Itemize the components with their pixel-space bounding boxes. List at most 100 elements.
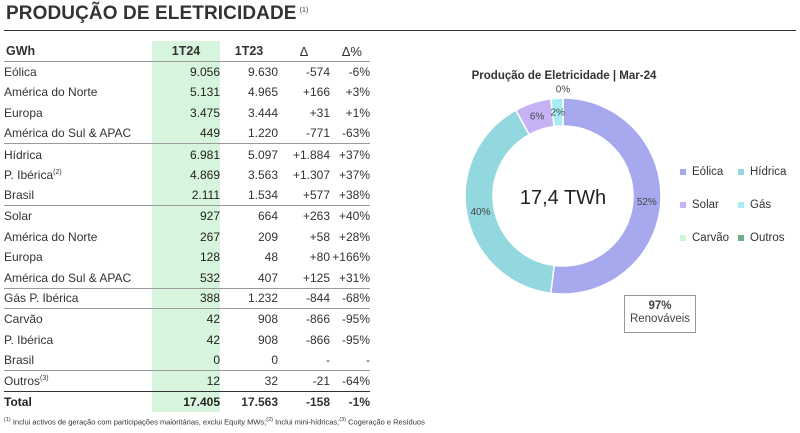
legend-item-hídrica: Hídrica xyxy=(738,166,786,178)
table-row: América do Norte 267 209 +58 +28% xyxy=(4,226,370,247)
cell-1t23: 48 xyxy=(264,250,278,265)
cell-delta: -771 xyxy=(305,126,330,141)
renewables-kpi-value: 97% xyxy=(648,300,672,312)
row-label-text: Eólica xyxy=(4,65,37,80)
row-label-text: P. Ibérica xyxy=(4,332,54,347)
cell-delta: +577 xyxy=(302,188,330,203)
donut-slices xyxy=(464,97,662,295)
row-label: Europa xyxy=(4,103,152,124)
row-label-text: América do Sul & APAC xyxy=(4,270,132,285)
total-1t24: 17.405 xyxy=(152,390,220,412)
title-divider xyxy=(4,30,796,31)
row-label-text: Europa xyxy=(4,106,43,121)
legend-label: Solar xyxy=(692,199,719,211)
cell-1t24: 267 xyxy=(152,226,220,247)
legend-swatch xyxy=(738,169,744,175)
cell-1t24: 6.981 xyxy=(152,143,220,165)
row-label-text: Carvão xyxy=(4,312,43,327)
cell-1t23: 32 xyxy=(220,370,278,392)
row-label-text: P. Ibérica xyxy=(4,167,54,182)
footnote-marker-1: (1) xyxy=(4,417,11,423)
cell-delta-pct: -68% xyxy=(330,287,370,309)
row-label: Hídrica xyxy=(4,143,152,165)
cell-delta: +80 xyxy=(309,250,330,265)
cell-1t24: 5.131 xyxy=(152,82,220,103)
row-label-text: Solar xyxy=(4,209,33,224)
cell-delta: -866 xyxy=(305,332,330,347)
cell-delta-pct: +40% xyxy=(330,205,370,227)
legend-item-outros: Outros xyxy=(738,232,785,244)
table-row: América do Norte 5.131 4.965 +166 +3% xyxy=(4,82,370,103)
header-delta-pct: Δ% xyxy=(341,43,362,59)
legend-label: Carvão xyxy=(692,232,730,244)
row-label: Brasil xyxy=(4,185,152,206)
slice-solar-label: 6% xyxy=(530,112,545,123)
row-label: América do Sul & APAC xyxy=(4,123,152,144)
cell-delta: +1.884 xyxy=(278,143,330,165)
legend-label: Gás xyxy=(750,199,772,211)
cell-1t24: 449 xyxy=(152,123,220,144)
cell-1t24: 9.056 xyxy=(152,61,220,83)
page-title-footnote: (1) xyxy=(299,6,309,14)
legend-swatch xyxy=(738,235,744,241)
cell-delta: +31 xyxy=(309,106,330,121)
cell-delta: +263 xyxy=(278,205,330,227)
cell-delta: +58 xyxy=(309,229,330,244)
row-label-text: Brasil xyxy=(4,352,35,367)
cell-delta-pct: -6% xyxy=(330,61,370,83)
cell-1t23: 664 xyxy=(220,205,278,227)
row-label: Carvão xyxy=(4,308,152,330)
donut-chart: 52% 40% 6% 2% 0% 17,4 TWh xyxy=(464,85,662,295)
legend-label: Hídrica xyxy=(750,166,787,178)
row-label: Brasil xyxy=(4,350,152,371)
cell-1t23: 908 xyxy=(257,332,278,347)
cell-delta: +125 xyxy=(302,270,330,285)
cell-delta-pct: -95% xyxy=(341,332,370,347)
cell-delta-pct: -64% xyxy=(330,370,370,392)
slice-eólica-label: 52% xyxy=(637,197,657,208)
cell-delta-pct: -95% xyxy=(330,308,370,330)
row-label: Europa xyxy=(4,247,152,268)
cell-1t23: 0 xyxy=(271,352,278,367)
total-1t23: 17.563 xyxy=(220,390,278,412)
cell-1t23: 9.630 xyxy=(220,61,278,83)
cell-1t24: 42 xyxy=(152,329,220,350)
legend-swatch xyxy=(680,169,686,175)
cell-1t23: 1.220 xyxy=(247,126,278,141)
row-label-footnote: (2) xyxy=(53,168,62,176)
header-1t24: 1T24 xyxy=(152,41,220,62)
table-row: América do Sul & APAC 449 1.220 -771 -63% xyxy=(4,123,370,144)
chart-title: Produção de Eletricidade | Mar-24 xyxy=(471,70,657,82)
cell-delta: +1.307 xyxy=(292,167,330,182)
row-label-text: América do Norte xyxy=(4,229,98,244)
cell-1t24: 3.475 xyxy=(152,102,220,124)
total-label: Total xyxy=(4,390,152,412)
cell-delta-pct: +31% xyxy=(338,270,370,285)
cell-1t24: 42 xyxy=(152,308,220,330)
page-title: PRODUÇÃO DE ELETRICIDADE (1) xyxy=(6,3,308,25)
table-row: América do Sul & APAC 532 407 +125 +31% xyxy=(4,267,370,289)
cell-1t23: 407 xyxy=(257,270,278,285)
row-label-text: Europa xyxy=(4,250,43,265)
cell-1t24: 388 xyxy=(152,287,220,309)
slice-gás xyxy=(549,97,564,128)
slice-eólica xyxy=(549,97,662,295)
row-label: Gás P. Ibérica xyxy=(4,287,152,309)
legend-swatch xyxy=(738,202,744,208)
cell-delta: -21 xyxy=(278,370,330,392)
cell-1t23: 1.232 xyxy=(220,287,278,309)
cell-delta-pct: -63% xyxy=(341,126,370,141)
legend-swatch xyxy=(680,235,686,241)
row-label: Solar xyxy=(4,205,152,227)
footnote-text-1: Inclui activos de geração com participaç… xyxy=(10,417,267,427)
slice-gás-label: 2% xyxy=(550,108,565,119)
cell-1t24: 0 xyxy=(152,349,220,371)
table-row: Europa 3.475 3.444 +31 +1% xyxy=(4,102,370,124)
cell-delta-pct: +38% xyxy=(338,188,370,203)
table-row: Outros(3) 12 32 -21 -64% xyxy=(4,370,370,392)
legend-item-solar: Solar xyxy=(680,199,719,211)
renewables-kpi-box: 97% Renováveis xyxy=(624,295,696,333)
footnote-marker-2: (2) xyxy=(266,417,273,423)
cell-delta: -844 xyxy=(278,287,330,309)
table-row: Solar 927 664 +263 +40% xyxy=(4,205,370,227)
